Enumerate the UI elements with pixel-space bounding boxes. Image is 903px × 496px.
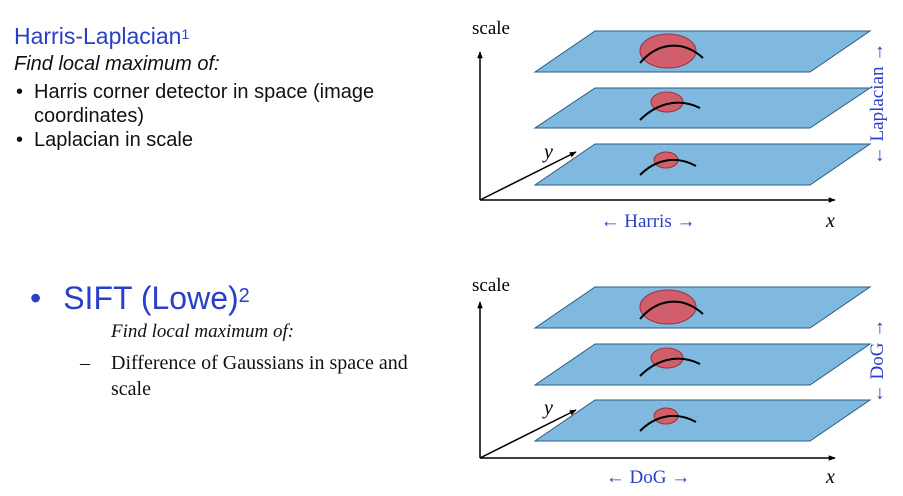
scale-plane-middle bbox=[533, 87, 872, 129]
sift-title: • SIFT (Lowe)2 bbox=[30, 278, 250, 318]
bullet-dash: – bbox=[80, 352, 90, 374]
y-axis bbox=[479, 151, 577, 201]
scale-plane-top bbox=[533, 30, 872, 73]
x-axis-label: x bbox=[825, 210, 835, 232]
x-axis-label: x bbox=[825, 466, 835, 488]
maximum-blob-large bbox=[639, 289, 697, 325]
bullet-laplacian-scale: • Laplacian in scale bbox=[16, 129, 193, 151]
maximum-blob-large bbox=[639, 33, 697, 69]
dog-vertical-label: ← DoG → bbox=[867, 319, 888, 403]
harris-laplacian-subtitle: Find local maximum of: bbox=[14, 53, 220, 75]
sift-title-text: SIFT (Lowe) bbox=[63, 280, 239, 316]
response-curve bbox=[639, 101, 701, 121]
response-curve bbox=[639, 44, 704, 64]
response-curve bbox=[639, 158, 697, 176]
bullet-harris-corner: • Harris corner detector in space (image … bbox=[16, 81, 375, 127]
y-axis-label: y bbox=[542, 141, 553, 163]
bullet-dog: – Difference of Gaussians in space and sc… bbox=[80, 352, 408, 400]
sift-bullet-dot: • bbox=[30, 280, 42, 316]
response-curve bbox=[639, 357, 701, 377]
y-axis-label: y bbox=[542, 397, 553, 419]
y-axis bbox=[479, 409, 577, 459]
bullet-dot: • bbox=[16, 129, 24, 151]
harris-laplacian-bullets: • Harris corner detector in space (image … bbox=[14, 80, 454, 152]
response-curve bbox=[639, 300, 704, 320]
diagram-harris-laplacian: scale y x ← Harris → ← Laplacian → bbox=[472, 18, 888, 232]
harris-laplacian-title-text: Harris-Laplacian bbox=[14, 23, 182, 49]
harris-laplacian-title: Harris-Laplacian1 bbox=[14, 22, 189, 50]
scale-axis-label: scale bbox=[472, 275, 510, 296]
scale-plane-middle bbox=[533, 343, 872, 386]
harris-axis-label: ← Harris → bbox=[601, 211, 696, 232]
footnote-1: 1 bbox=[181, 26, 190, 42]
response-curve bbox=[639, 414, 697, 432]
laplacian-axis-label: ← Laplacian → bbox=[867, 43, 888, 165]
scale-axis-label: scale bbox=[472, 18, 510, 39]
bullet-dot: • bbox=[16, 81, 24, 103]
footnote-2: 2 bbox=[238, 285, 250, 307]
scale-plane-bottom bbox=[533, 399, 872, 442]
sift-bullets: – Difference of Gaussians in space and sc… bbox=[80, 350, 440, 402]
scale-plane-bottom bbox=[533, 143, 872, 186]
sift-subtitle: Find local maximum of: bbox=[111, 321, 295, 342]
diagram-dog: scale y x ← DoG → ← DoG → bbox=[472, 275, 888, 488]
dog-horizontal-label: ← DoG → bbox=[606, 467, 690, 488]
scale-plane-top bbox=[533, 286, 872, 329]
